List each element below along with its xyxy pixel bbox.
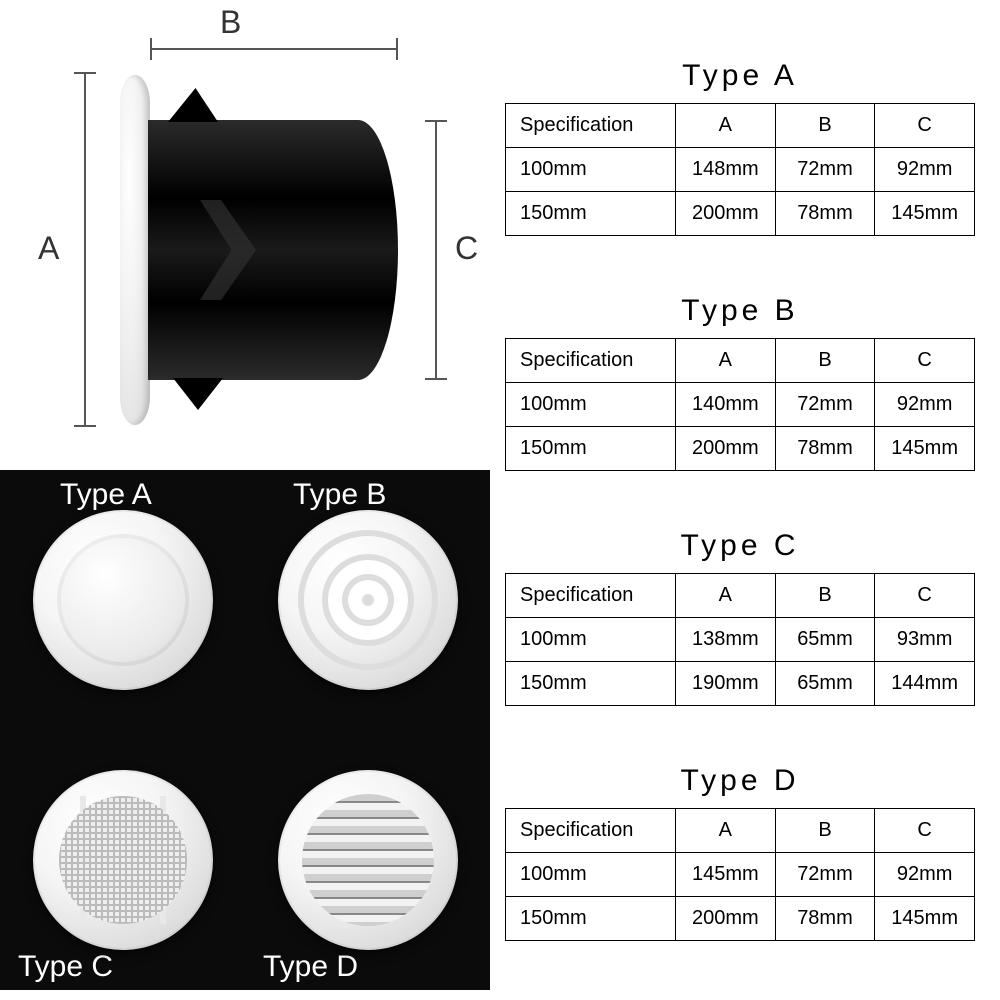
product-flange [120,75,150,425]
spec-table: SpecificationABC100mm148mm72mm92mm150mm2… [505,103,975,236]
product-type-grid: Type A Type B Type C Type D [0,470,490,990]
spec-block-type-b: Type BSpecificationABC100mm140mm72mm92mm… [505,294,975,471]
dim-tick [396,38,398,60]
spec-table: SpecificationABC100mm140mm72mm92mm150mm2… [505,338,975,471]
spec-cell: 150mm [506,897,676,941]
spec-cell: 65mm [775,662,875,706]
left-column: A B C Type A Type B Type C Type D [0,0,490,1000]
spec-title: Type B [505,294,975,328]
spec-cell: 145mm [676,853,776,897]
spec-header-cell: B [775,809,875,853]
dim-label-b: B [220,4,241,41]
spec-cell: 144mm [875,662,975,706]
vent-icon-solid [33,510,213,690]
spec-cell: 140mm [676,383,776,427]
spec-header-cell: B [775,339,875,383]
spec-header-cell: C [875,104,975,148]
vent-icon-louver [278,770,458,950]
dim-tick [150,38,152,60]
dim-line-b [150,48,398,50]
dimension-diagram: A B C [0,0,490,470]
table-row: 150mm200mm78mm145mm [506,192,975,236]
spec-cell: 145mm [875,427,975,471]
spec-cell: 200mm [676,192,776,236]
spec-header-cell: Specification [506,104,676,148]
spec-cell: 200mm [676,427,776,471]
spec-cell: 78mm [775,897,875,941]
spec-header-cell: A [676,574,776,618]
spec-block-type-a: Type ASpecificationABC100mm148mm72mm92mm… [505,59,975,236]
spec-cell: 150mm [506,662,676,706]
spec-cell: 148mm [676,148,776,192]
grid-label: Type A [60,478,152,512]
table-row: 100mm138mm65mm93mm [506,618,975,662]
spec-table: SpecificationABC100mm145mm72mm92mm150mm2… [505,808,975,941]
table-row: 150mm190mm65mm144mm [506,662,975,706]
grid-cell-type-b: Type B [245,470,490,730]
grid-cell-type-c: Type C [0,730,245,990]
table-row: 150mm200mm78mm145mm [506,897,975,941]
spec-cell: 92mm [875,148,975,192]
grid-cell-type-a: Type A [0,470,245,730]
spec-cell: 92mm [875,383,975,427]
dim-line-c [435,120,437,380]
spec-header-cell: Specification [506,574,676,618]
dim-tick [425,378,447,380]
spec-header-cell: Specification [506,809,676,853]
spec-cell: 100mm [506,618,676,662]
spec-block-type-c: Type CSpecificationABC100mm138mm65mm93mm… [505,529,975,706]
spec-header-cell: C [875,809,975,853]
spec-cell: 92mm [875,853,975,897]
spec-cell: 145mm [875,897,975,941]
vent-icon-mesh [33,770,213,950]
spec-header-cell: A [676,339,776,383]
dim-tick [74,72,96,74]
spec-header-cell: A [676,104,776,148]
spec-cell: 190mm [676,662,776,706]
spec-header-cell: A [676,809,776,853]
dim-tick [425,120,447,122]
spec-cell: 200mm [676,897,776,941]
spec-title: Type A [505,59,975,93]
spec-cell: 78mm [775,192,875,236]
dim-line-a [84,72,86,427]
spec-title: Type D [505,764,975,798]
spec-cell: 65mm [775,618,875,662]
vent-icon-rings [278,510,458,690]
grid-cell-type-d: Type D [245,730,490,990]
spec-header-cell: B [775,574,875,618]
spec-table: SpecificationABC100mm138mm65mm93mm150mm1… [505,573,975,706]
table-row: 150mm200mm78mm145mm [506,427,975,471]
spec-cell: 150mm [506,192,676,236]
product-barrel [148,120,398,380]
spec-cell: 93mm [875,618,975,662]
dim-tick [74,425,96,427]
spec-block-type-d: Type DSpecificationABC100mm145mm72mm92mm… [505,764,975,941]
spec-cell: 100mm [506,148,676,192]
dim-label-c: C [455,230,478,267]
spec-cell: 72mm [775,148,875,192]
spec-header-cell: C [875,339,975,383]
grid-label: Type C [18,950,113,984]
spec-tables-column: Type ASpecificationABC100mm148mm72mm92mm… [505,0,985,1000]
grid-label: Type D [263,950,358,984]
spec-cell: 138mm [676,618,776,662]
grid-label: Type B [293,478,386,512]
spec-cell: 145mm [875,192,975,236]
spec-cell: 72mm [775,383,875,427]
spec-header-cell: C [875,574,975,618]
spec-cell: 72mm [775,853,875,897]
dim-label-a: A [38,230,59,267]
table-row: 100mm145mm72mm92mm [506,853,975,897]
spec-header-cell: B [775,104,875,148]
spec-cell: 100mm [506,383,676,427]
spec-header-cell: Specification [506,339,676,383]
spec-cell: 100mm [506,853,676,897]
table-row: 100mm148mm72mm92mm [506,148,975,192]
table-row: 100mm140mm72mm92mm [506,383,975,427]
spec-cell: 150mm [506,427,676,471]
spec-title: Type C [505,529,975,563]
spec-cell: 78mm [775,427,875,471]
